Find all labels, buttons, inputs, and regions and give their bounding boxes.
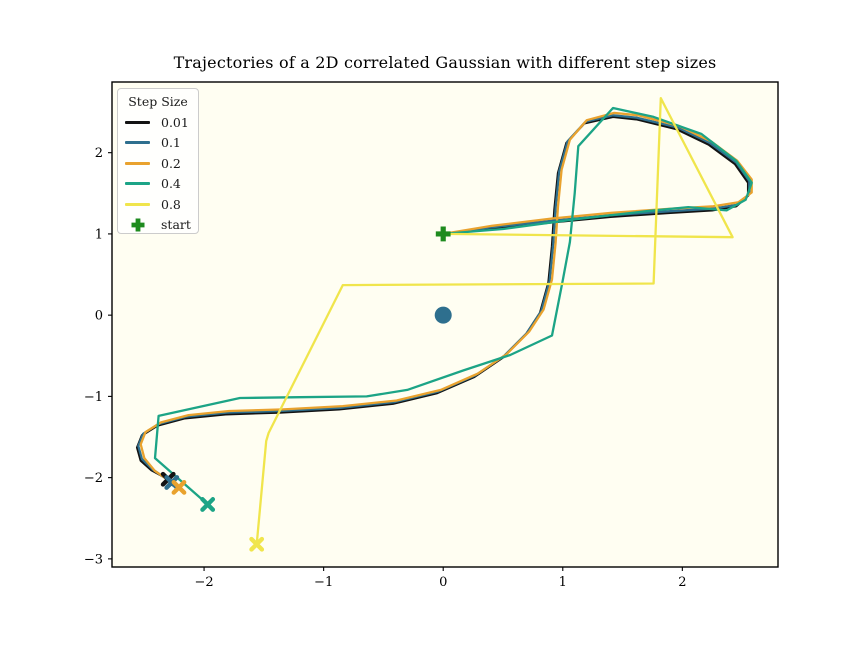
x-tick-label: 0	[439, 575, 447, 590]
y-tick-label: −1	[84, 390, 103, 405]
y-tick-label: 1	[95, 227, 103, 242]
legend-entry-0.1: 0.1	[118, 133, 198, 154]
line-swatch-0.01	[125, 120, 150, 124]
start-plus-icon	[125, 218, 150, 232]
line-swatch-0.2	[125, 161, 150, 165]
legend-entry-start: start	[118, 215, 198, 236]
legend-label: 0.2	[161, 155, 181, 171]
legend-title: Step Size	[128, 94, 188, 109]
axes-spines	[111, 81, 779, 568]
y-tick-label: 2	[95, 146, 103, 161]
mean-dot-marker	[434, 306, 452, 324]
legend-entry-0.4: 0.4	[118, 174, 198, 195]
legend-entry-0.2: 0.2	[118, 153, 198, 174]
y-tick-label: −2	[84, 471, 103, 486]
legend-label: start	[161, 217, 191, 233]
x-tick-label: −1	[314, 575, 333, 590]
end-x-marker-0.4	[200, 497, 216, 512]
end-x-marker-0.2	[171, 479, 187, 495]
trajectory-line-0.8	[255, 97, 734, 546]
x-tick-label: 2	[678, 575, 686, 590]
line-swatch-0.4	[125, 182, 150, 186]
line-swatch-0.8	[125, 202, 150, 206]
legend-entry-0.8: 0.8	[118, 194, 198, 215]
legend-label: 0.8	[161, 196, 181, 212]
start-plus-marker	[435, 226, 451, 242]
y-tick-label: 0	[95, 309, 103, 324]
plot-area-background	[112, 82, 778, 567]
legend-label: 0.4	[161, 176, 181, 192]
legend: Step Size 0.01 0.1 0.2 0.4 0.8	[117, 88, 199, 234]
line-swatch-0.1	[125, 141, 150, 145]
x-tick-label: −2	[194, 575, 213, 590]
chart-title: Trajectories of a 2D correlated Gaussian…	[173, 53, 717, 72]
end-x-marker-0.8	[249, 536, 265, 552]
legend-entry-0.01: 0.01	[118, 112, 198, 133]
trajectory-line-0.4	[153, 106, 753, 506]
trajectory-line-0.2	[139, 111, 753, 489]
legend-label: 0.01	[161, 114, 189, 130]
x-tick-label: 1	[559, 575, 567, 590]
y-tick-label: −3	[84, 552, 103, 567]
legend-label: 0.1	[161, 135, 181, 151]
